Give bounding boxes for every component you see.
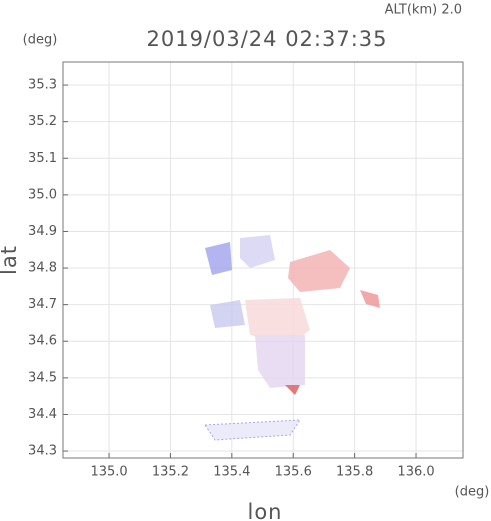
x-tick-label: 135.2 [152, 465, 189, 480]
y-tick-label: 34.6 [28, 334, 57, 349]
x-axis-label: lon [248, 500, 283, 521]
y-tick-label: 34.4 [28, 407, 57, 422]
echo [255, 335, 305, 388]
y-tick-label: 34.5 [28, 370, 57, 385]
x-tick-label: 136.0 [397, 465, 434, 480]
plot-area [63, 62, 463, 458]
x-tick-label: 135.4 [213, 465, 250, 480]
y-tick-label: 34.3 [28, 444, 57, 459]
x-unit: (deg) [455, 485, 490, 500]
x-tick-label: 135.8 [336, 465, 373, 480]
echo [245, 298, 310, 345]
echo [360, 290, 380, 308]
echo [210, 300, 245, 328]
y-unit: (deg) [23, 33, 58, 48]
y-tick-label: 34.7 [28, 297, 57, 312]
echo [204, 419, 301, 441]
y-tick-label: 34.8 [28, 261, 57, 276]
y-tick-label: 34.9 [28, 224, 57, 239]
x-tick-label: 135.0 [90, 465, 127, 480]
x-tick-label: 135.6 [275, 465, 312, 480]
echo [240, 235, 275, 268]
y-tick-label: 35.3 [28, 78, 57, 93]
altitude-label: ALT(km) 2.0 [385, 3, 462, 18]
y-axis-label: lat [0, 245, 21, 275]
plot-frame [62, 61, 464, 459]
y-tick-label: 35.1 [28, 151, 57, 166]
chart-title: 2019/03/24 02:37:35 [146, 27, 387, 51]
echo [285, 385, 300, 395]
echo-field [204, 235, 380, 441]
echo [205, 242, 232, 275]
y-tick-label: 35.2 [28, 114, 57, 129]
echo [288, 250, 350, 292]
y-tick-label: 35.0 [28, 187, 57, 202]
